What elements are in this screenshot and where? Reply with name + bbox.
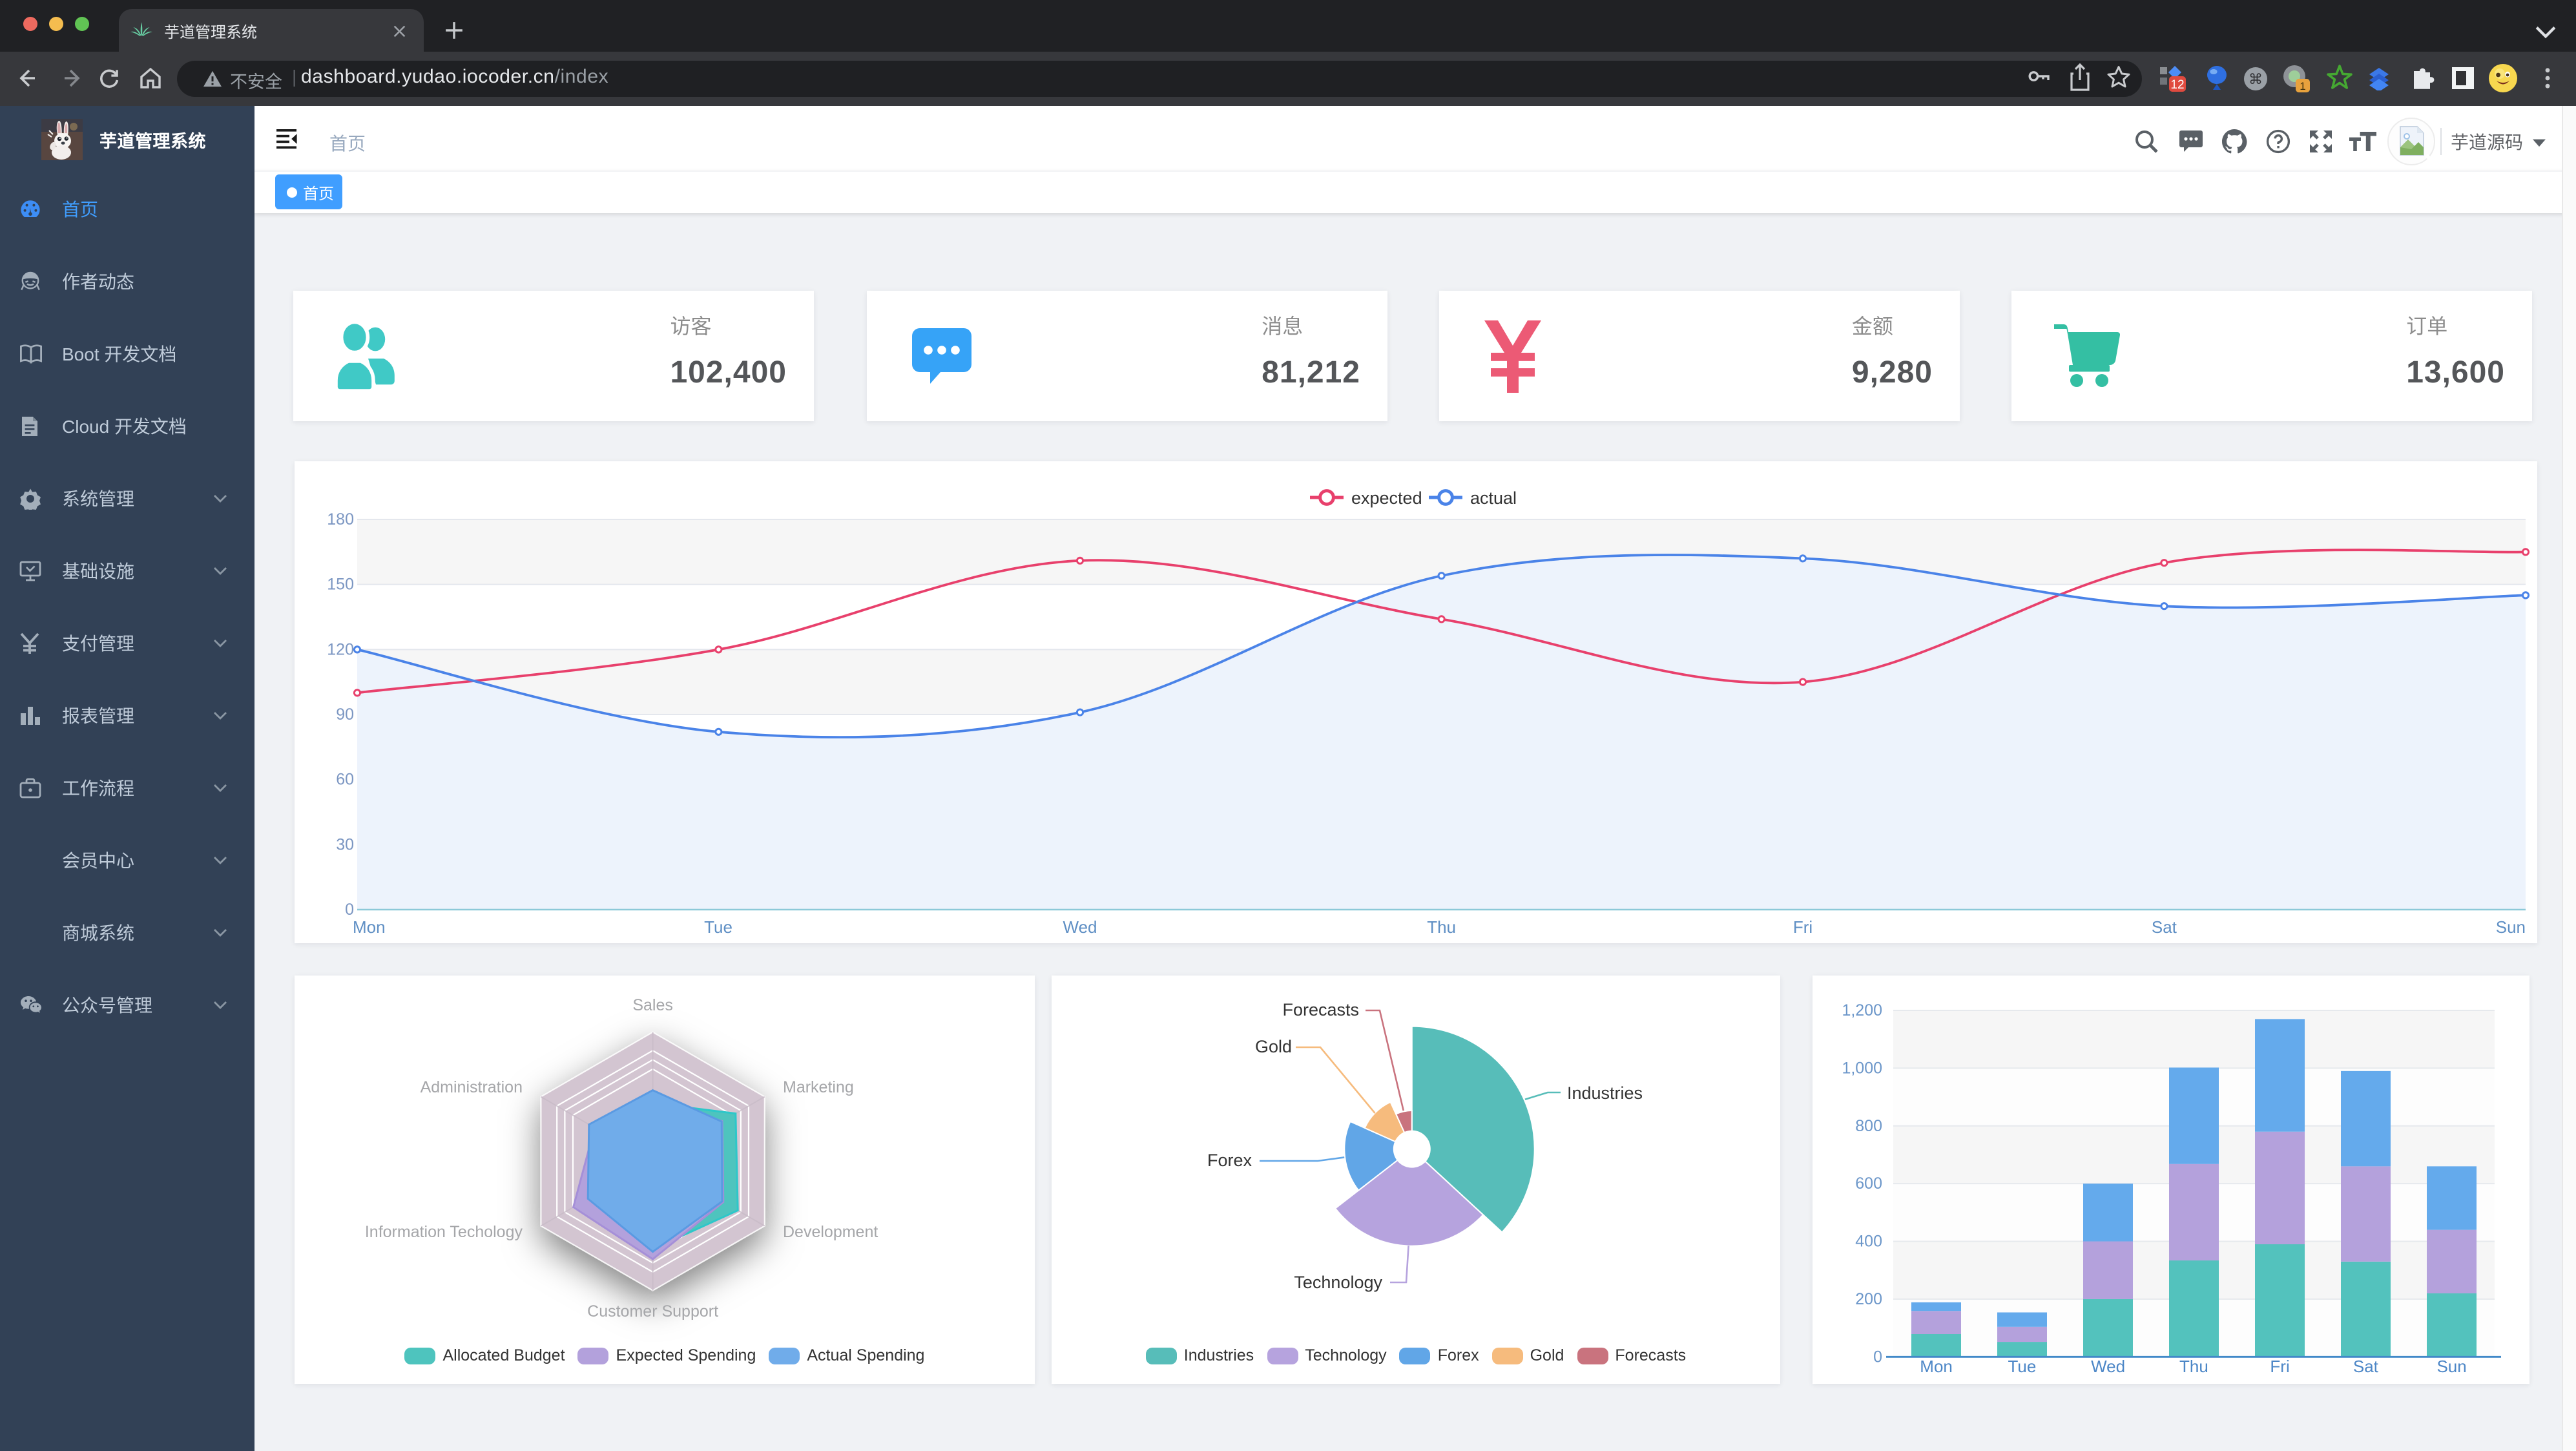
svg-text:60: 60 xyxy=(336,771,354,789)
svg-text:Tue: Tue xyxy=(704,917,732,937)
svg-text:180: 180 xyxy=(327,510,354,528)
svg-text:expected: expected xyxy=(1351,488,1422,508)
svg-text:Mon: Mon xyxy=(1920,1357,1953,1376)
svg-text:Sales: Sales xyxy=(632,996,673,1014)
svg-text:150: 150 xyxy=(327,576,354,594)
svg-text:Development: Development xyxy=(783,1223,878,1241)
svg-text:Marketing: Marketing xyxy=(783,1078,854,1096)
svg-text:Industries: Industries xyxy=(1567,1083,1643,1103)
svg-text:0: 0 xyxy=(345,901,354,919)
svg-text:Information Techology: Information Techology xyxy=(365,1223,523,1241)
svg-text:Wed: Wed xyxy=(2091,1357,2125,1376)
svg-text:Gold: Gold xyxy=(1255,1037,1292,1056)
svg-text:120: 120 xyxy=(327,640,354,658)
svg-text:Wed: Wed xyxy=(1063,917,1097,937)
svg-text:0: 0 xyxy=(1873,1348,1882,1366)
svg-text:Tue: Tue xyxy=(2008,1357,2036,1376)
svg-text:Sat: Sat xyxy=(2152,917,2177,937)
svg-text:Sun: Sun xyxy=(2436,1357,2466,1376)
svg-text:Mon: Mon xyxy=(353,917,386,937)
svg-text:400: 400 xyxy=(1855,1233,1882,1251)
svg-text:Sun: Sun xyxy=(2496,917,2526,937)
svg-text:Thu: Thu xyxy=(1427,917,1456,937)
svg-text:Sat: Sat xyxy=(2353,1357,2379,1376)
svg-text:1,000: 1,000 xyxy=(1842,1059,1882,1077)
svg-text:Customer Support: Customer Support xyxy=(587,1302,718,1321)
svg-text:actual: actual xyxy=(1470,488,1517,508)
svg-text:30: 30 xyxy=(336,835,354,853)
svg-text:Administration: Administration xyxy=(421,1078,523,1096)
svg-text:Technology: Technology xyxy=(1294,1273,1382,1292)
svg-text:⌘: ⌘ xyxy=(2249,71,2263,87)
svg-text:Forex: Forex xyxy=(1207,1151,1252,1170)
svg-text:12: 12 xyxy=(2170,78,2184,92)
svg-text:200: 200 xyxy=(1855,1290,1882,1308)
svg-text:90: 90 xyxy=(336,705,354,724)
svg-text:600: 600 xyxy=(1855,1174,1882,1193)
svg-text:Fri: Fri xyxy=(2270,1357,2289,1376)
svg-text:800: 800 xyxy=(1855,1117,1882,1135)
svg-text:1: 1 xyxy=(2300,80,2305,92)
svg-text:Thu: Thu xyxy=(2179,1357,2208,1376)
svg-text:Fri: Fri xyxy=(1793,917,1813,937)
svg-text:1,200: 1,200 xyxy=(1842,1001,1882,1019)
svg-text:Forecasts: Forecasts xyxy=(1282,1000,1359,1019)
